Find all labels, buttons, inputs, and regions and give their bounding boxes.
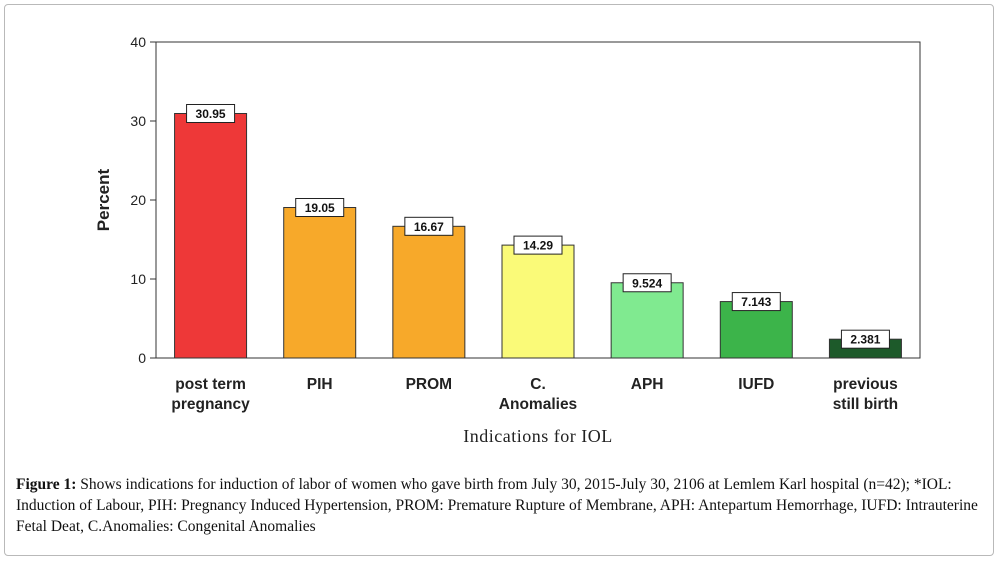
caption-text: Shows indications for induction of labor… bbox=[16, 476, 978, 535]
y-tick-label: 10 bbox=[130, 271, 146, 287]
caption-label: Figure 1: bbox=[16, 476, 77, 493]
data-label-box bbox=[513, 235, 563, 255]
data-label: 2.381 bbox=[850, 333, 880, 347]
bar bbox=[501, 244, 575, 359]
figure-caption: Figure 1: Shows indications for inductio… bbox=[16, 474, 991, 537]
data-label: 7.143 bbox=[741, 295, 771, 309]
bar-chart: 0 10 20 30 40 30.95 post term pregnancy 19.05 PIH… bbox=[94, 34, 921, 446]
y-tick-label: 40 bbox=[130, 34, 146, 50]
y-axis-title: Percent bbox=[94, 168, 113, 231]
x-tick-label: C. bbox=[530, 376, 546, 393]
bar bbox=[392, 225, 466, 359]
data-label: 19.05 bbox=[305, 201, 335, 215]
data-label-box bbox=[186, 103, 236, 123]
bar bbox=[174, 112, 248, 359]
x-tick-label: APH bbox=[631, 376, 664, 393]
data-label: 30.95 bbox=[196, 107, 226, 121]
figure-frame bbox=[4, 4, 994, 556]
x-tick-label: Anomalies bbox=[499, 396, 577, 413]
data-label-box bbox=[840, 329, 890, 349]
x-tick-label: post term bbox=[175, 376, 246, 393]
x-axis-title: Indications for IOL bbox=[463, 426, 612, 446]
data-label: 14.29 bbox=[523, 239, 553, 253]
y-tick-label: 30 bbox=[130, 113, 146, 129]
x-tick-label: pregnancy bbox=[171, 396, 250, 413]
data-label-box bbox=[404, 216, 454, 236]
x-tick-label: previous bbox=[833, 376, 898, 393]
data-label: 16.67 bbox=[414, 220, 444, 234]
data-label-box bbox=[622, 273, 672, 293]
x-tick-label: IUFD bbox=[738, 376, 774, 393]
x-tick-label: PROM bbox=[406, 376, 453, 393]
data-label: 9.524 bbox=[632, 276, 662, 290]
y-tick-label: 0 bbox=[138, 350, 146, 366]
data-label-box bbox=[731, 292, 781, 312]
data-label-box bbox=[295, 198, 345, 218]
y-tick-label: 20 bbox=[130, 192, 146, 208]
x-tick-label: PIH bbox=[307, 376, 333, 393]
x-tick-label: still birth bbox=[833, 396, 898, 413]
bar bbox=[283, 207, 357, 359]
bar bbox=[610, 282, 684, 359]
